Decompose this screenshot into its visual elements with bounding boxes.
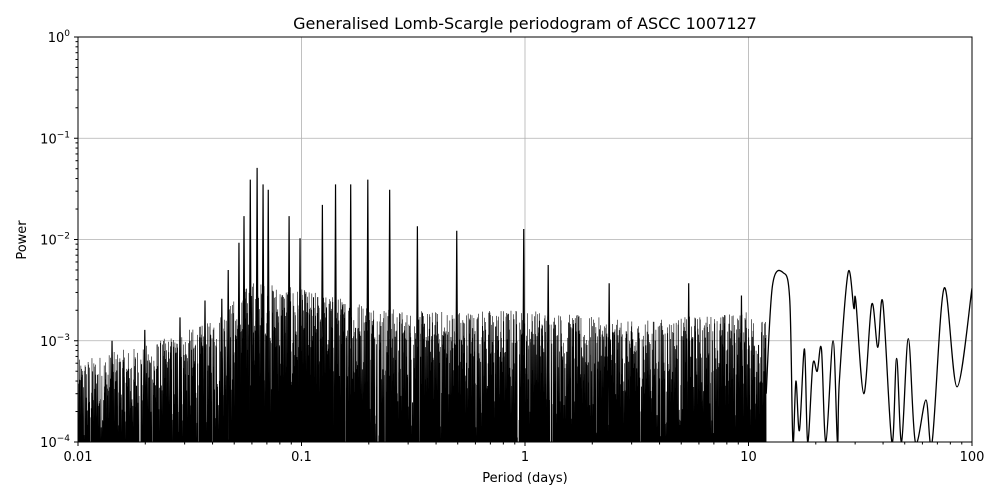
x-tick-label: 0.1 — [291, 450, 312, 465]
peak-spike — [387, 189, 392, 442]
peak-spike — [415, 226, 420, 442]
peak-spike — [333, 184, 338, 442]
peak-spike — [220, 298, 224, 442]
y-tick-label: 10−4 — [40, 434, 70, 451]
x-axis: 0.01 0.1 1 10 100 — [64, 442, 985, 465]
chart-title: Generalised Lomb-Scargle periodogram of … — [293, 14, 757, 33]
x-tick-label: 10 — [740, 450, 757, 465]
peak-spike — [454, 230, 459, 442]
y-axis: 10−4 10−3 10−2 10−1 100 — [40, 29, 78, 451]
x-axis-label: Period (days) — [482, 471, 568, 486]
peak-spike — [287, 216, 291, 442]
peak-spike — [255, 167, 259, 442]
peak-spike — [203, 300, 207, 442]
peak-spike — [686, 283, 691, 442]
peak-spike — [521, 228, 526, 442]
y-axis-label: Power — [15, 220, 30, 260]
peak-spike — [546, 264, 550, 442]
x-tick-label: 1 — [521, 450, 529, 465]
peak-spike — [739, 295, 744, 442]
peak-spike — [366, 179, 370, 442]
peak-spike — [261, 184, 265, 442]
x-tick-label: 100 — [960, 450, 985, 465]
peak-spike — [110, 340, 114, 442]
power-series — [78, 167, 972, 442]
peak-spike — [242, 216, 246, 442]
peak-spike — [348, 184, 353, 442]
long-period-line — [765, 269, 972, 442]
peak-spike — [226, 269, 231, 442]
peak-spike — [607, 283, 611, 442]
y-tick-label: 10−3 — [40, 333, 70, 350]
peak-spike — [298, 238, 302, 442]
y-tick-label: 100 — [48, 29, 71, 46]
x-tick-label: 0.01 — [64, 450, 93, 465]
peak-spike — [266, 189, 271, 442]
peak-spike — [248, 179, 253, 442]
peak-spike — [178, 317, 182, 442]
y-tick-label: 10−2 — [40, 232, 70, 249]
y-tick-label: 10−1 — [40, 130, 70, 147]
peak-spike — [143, 329, 147, 442]
peak-spike — [237, 242, 241, 442]
peak-spike — [320, 204, 325, 442]
